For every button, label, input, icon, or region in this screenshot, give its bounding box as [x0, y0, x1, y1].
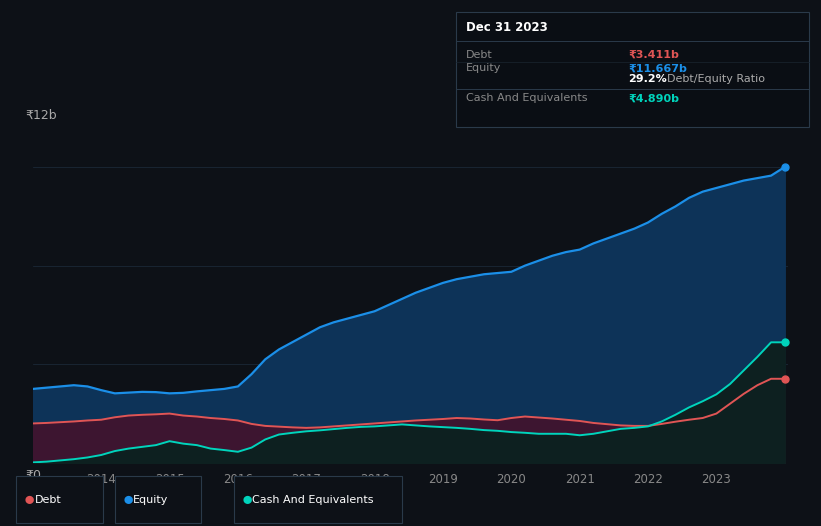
Text: ₹4.890b: ₹4.890b: [628, 93, 679, 104]
Text: Debt: Debt: [466, 49, 493, 60]
Text: Debt: Debt: [34, 494, 62, 505]
Text: ⬤: ⬤: [25, 495, 34, 504]
Text: Equity: Equity: [133, 494, 168, 505]
Text: Cash And Equivalents: Cash And Equivalents: [466, 93, 587, 104]
Text: ₹0: ₹0: [25, 469, 41, 482]
Text: ₹12b: ₹12b: [25, 109, 57, 122]
Text: ⬤: ⬤: [242, 495, 251, 504]
Text: Equity: Equity: [466, 63, 501, 74]
Text: ₹11.667b: ₹11.667b: [628, 63, 687, 74]
Text: ⬤: ⬤: [123, 495, 132, 504]
Text: 29.2%: 29.2%: [628, 74, 667, 84]
Text: ₹3.411b: ₹3.411b: [628, 49, 679, 60]
Text: Debt/Equity Ratio: Debt/Equity Ratio: [667, 74, 765, 84]
Text: Cash And Equivalents: Cash And Equivalents: [252, 494, 374, 505]
Text: Dec 31 2023: Dec 31 2023: [466, 21, 548, 34]
